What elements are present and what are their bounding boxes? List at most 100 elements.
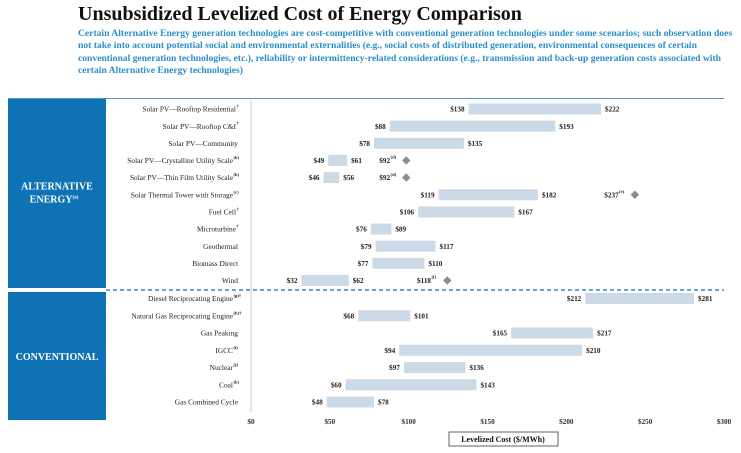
low-label-solar-thermal-tower-with-storage: $119 [421, 191, 435, 199]
marker-label-wind: $118 [417, 277, 431, 285]
bar-gas-peaking [511, 327, 594, 339]
bar-nuclear [403, 362, 466, 373]
x-tick-label-300: $300 [717, 418, 732, 426]
section-box-conventional [8, 292, 106, 420]
high-label-fuel-cell: $167 [518, 209, 533, 217]
section-label-line1: ALTERNATIVE [21, 182, 93, 193]
low-label-biomass-direct: $77 [358, 260, 369, 268]
category-label-solar-pv-community: Solar PV—Community [168, 139, 238, 148]
high-label-biomass-direct: $110 [428, 260, 442, 268]
x-tick-label-0: $0 [247, 418, 255, 426]
bar-solar-thermal-tower-with-storage [438, 189, 538, 201]
high-label-gas-peaking: $217 [597, 330, 612, 338]
category-label-biomass-direct: Biomass Direct [192, 259, 239, 268]
bar-fuel-cell [418, 206, 515, 218]
category-label-nuclear: Nuclear [210, 363, 234, 372]
bar-geothermal [375, 240, 436, 252]
category-label-solar-pv-crystalline-utility-scale: Solar PV—Crystalline Utility Scale [127, 156, 233, 165]
category-label-gas-peaking: Gas Peaking [201, 329, 238, 338]
category-sup-solar-pv-crystalline-utility-scale: (b) [234, 155, 240, 160]
category-sup-solar-pv-rooftop-c-i: † [237, 121, 240, 126]
high-label-solar-pv-rooftop-residential: $222 [605, 106, 620, 114]
category-label-fuel-cell: Fuel Cell [209, 208, 236, 217]
low-label-solar-pv-community: $78 [359, 140, 370, 148]
page-subtitle: Certain Alternative Energy generation te… [78, 28, 733, 76]
bar-solar-pv-thin-film-utility-scale [323, 172, 340, 184]
marker-sup-solar-thermal-tower-with-storage: (e) [619, 189, 625, 194]
high-label-solar-thermal-tower-with-storage: $182 [542, 191, 557, 199]
high-label-solar-pv-crystalline-utility-scale: $61 [351, 157, 362, 165]
low-label-solar-pv-rooftop-residential: $138 [450, 106, 465, 114]
category-sup-nuclear: (j) [234, 362, 239, 367]
high-label-microturbine: $89 [395, 226, 406, 234]
high-label-nuclear: $136 [469, 364, 484, 372]
category-sup-diesel-reciprocating-engine: (g)† [234, 293, 242, 298]
category-label-coal: Coal [219, 380, 233, 389]
low-label-wind: $32 [287, 277, 298, 285]
bar-wind [301, 275, 349, 286]
high-label-gas-combined-cycle: $78 [378, 399, 389, 407]
category-label-solar-thermal-tower-with-storage: Solar Thermal Tower with Storage [131, 190, 234, 199]
high-label-coal: $143 [480, 381, 495, 389]
category-sup-solar-thermal-tower-with-storage: (c) [234, 189, 240, 194]
low-label-fuel-cell: $106 [400, 209, 415, 217]
category-sup-solar-pv-rooftop-residential: † [237, 104, 240, 109]
category-label-geothermal: Geothermal [203, 242, 238, 251]
category-label-solar-pv-rooftop-residential: Solar PV—Rooftop Residential [142, 105, 236, 114]
marker-sup-wind: (f) [432, 275, 437, 280]
high-label-igcc: $210 [586, 347, 601, 355]
marker-sup-solar-pv-thin-film-utility-scale: (d) [391, 172, 397, 177]
category-label-igcc: IGCC [215, 346, 233, 355]
marker-label-solar-pv-thin-film-utility-scale: $92 [379, 174, 390, 182]
marker-solar-pv-crystalline-utility-scale [402, 156, 411, 165]
category-sup-coal: (k) [234, 379, 240, 384]
low-label-microturbine: $76 [356, 226, 367, 234]
low-label-natural-gas-reciprocating-engine: $68 [343, 312, 354, 320]
bar-microturbine [370, 223, 392, 235]
bar-solar-pv-community [373, 137, 464, 149]
x-tick-label-50: $50 [324, 418, 335, 426]
category-sup-igcc: (i) [234, 345, 239, 350]
marker-label-solar-thermal-tower-with-storage: $237 [604, 191, 619, 199]
category-label-microturbine: Microturbine [197, 225, 237, 234]
bar-solar-pv-rooftop-residential [468, 103, 602, 115]
high-label-wind: $62 [353, 277, 364, 285]
marker-solar-pv-thin-film-utility-scale [402, 173, 411, 182]
x-tick-label-250: $250 [638, 418, 653, 426]
low-label-geothermal: $79 [361, 243, 372, 251]
low-label-nuclear: $97 [389, 364, 400, 372]
bar-solar-pv-rooftop-c-i [389, 120, 556, 132]
marker-solar-thermal-tower-with-storage [630, 190, 640, 199]
x-axis-label: Levelized Cost ($/MWh) [461, 435, 545, 444]
section-box-alternative [8, 99, 106, 288]
low-label-diesel-reciprocating-engine: $212 [567, 295, 582, 303]
bar-diesel-reciprocating-engine [585, 293, 695, 304]
category-label-solar-pv-thin-film-utility-scale: Solar PV—Thin Film Utility Scale [130, 173, 234, 182]
page-title: Unsubsidized Levelized Cost of Energy Co… [78, 3, 522, 25]
marker-sup-solar-pv-crystalline-utility-scale: (d) [391, 155, 397, 160]
section-label: CONVENTIONAL [16, 352, 99, 363]
low-label-solar-pv-rooftop-c-i: $88 [375, 123, 386, 131]
x-tick-label-200: $200 [559, 418, 574, 426]
bar-igcc [399, 344, 583, 356]
category-label-wind: Wind [222, 276, 238, 285]
bar-solar-pv-crystalline-utility-scale [328, 154, 348, 166]
bar-biomass-direct [372, 257, 425, 269]
high-label-diesel-reciprocating-engine: $281 [698, 295, 713, 303]
x-axis-label-box [448, 431, 559, 447]
high-label-solar-pv-rooftop-c-i: $193 [559, 123, 574, 131]
high-label-solar-pv-community: $135 [468, 140, 483, 148]
x-tick-label-150: $150 [480, 418, 495, 426]
category-sup-solar-pv-thin-film-utility-scale: (b) [234, 172, 240, 177]
marker-label-solar-pv-crystalline-utility-scale: $92 [379, 157, 390, 165]
category-sup-fuel-cell: † [237, 206, 240, 211]
category-sup-microturbine: † [237, 224, 240, 229]
category-label-solar-pv-rooftop-c-i: Solar PV—Rooftop C&I [163, 122, 237, 131]
low-label-solar-pv-crystalline-utility-scale: $49 [313, 157, 324, 165]
bar-gas-combined-cycle [326, 396, 374, 408]
low-label-solar-pv-thin-film-utility-scale: $46 [309, 174, 320, 182]
marker-wind [443, 276, 452, 285]
category-label-diesel-reciprocating-engine: Diesel Reciprocating Engine [148, 294, 234, 303]
bar-natural-gas-reciprocating-engine [358, 310, 411, 322]
